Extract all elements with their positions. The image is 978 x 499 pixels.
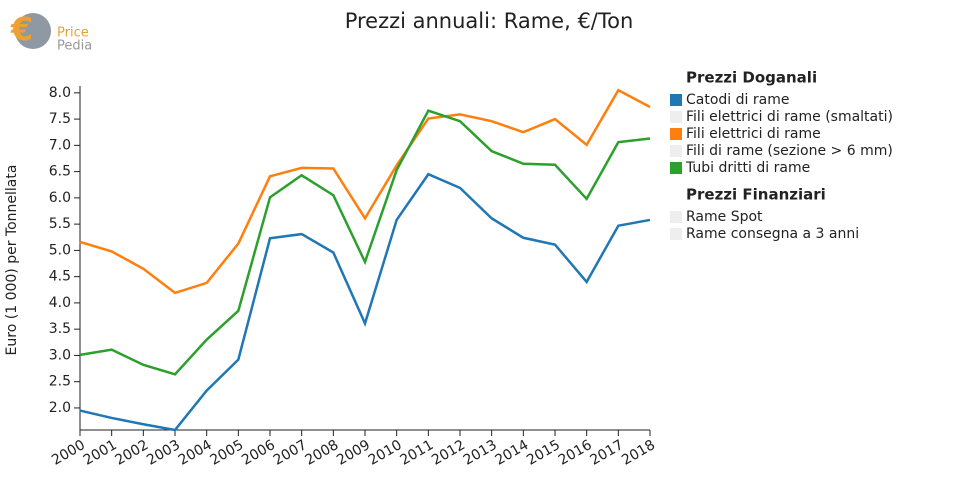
x-tick-label: 2016: [556, 437, 595, 469]
legend-swatch: [670, 162, 682, 174]
x-tick-label: 2015: [524, 437, 563, 469]
legend-label: Rame consegna a 3 anni: [686, 226, 859, 242]
legend-label: Tubi dritti di rame: [685, 160, 810, 176]
x-tick-label: 2001: [81, 437, 120, 469]
legend-label: Fili di rame (sezione > 6 mm): [686, 143, 893, 159]
y-tick-label: 8.0: [49, 85, 71, 101]
x-tick-label: 2009: [334, 437, 373, 469]
series-line: [79, 88, 651, 295]
legend-label: Catodi di rame: [686, 92, 789, 108]
legend-label: Rame Spot: [686, 209, 763, 225]
legend-label: Fili elettrici di rame: [686, 126, 821, 142]
chart-title: Prezzi annuali: Rame, €/Ton: [345, 9, 634, 33]
y-tick-label: 6.0: [49, 190, 71, 206]
y-tick-label: 5.5: [49, 216, 71, 232]
y-tick-label: 6.5: [49, 164, 71, 180]
x-tick-label: 2000: [49, 437, 88, 469]
legend-group-title: Prezzi Finanziari: [686, 186, 826, 204]
legend-swatch: [670, 145, 682, 157]
y-tick-label: 4.5: [49, 269, 71, 285]
x-tick-label: 2005: [207, 437, 246, 469]
series-line: [79, 109, 651, 376]
x-tick-label: 2010: [366, 437, 405, 469]
legend-swatch: [670, 228, 682, 240]
x-tick-label: 2004: [176, 437, 215, 469]
y-tick-label: 2.5: [49, 374, 71, 390]
x-tick-label: 2018: [619, 437, 658, 469]
legend-label: Fili elettrici di rame (smaltati): [686, 109, 893, 125]
y-tick-label: 4.0: [49, 295, 71, 311]
x-tick-label: 2003: [144, 437, 183, 469]
x-tick-label: 2011: [397, 437, 436, 469]
x-tick-label: 2013: [461, 437, 500, 469]
legend-swatch: [670, 94, 682, 106]
logo-text: Price: [57, 26, 89, 41]
y-tick-label: 3.0: [49, 347, 71, 363]
y-tick-label: 3.5: [49, 321, 71, 337]
series-line: [79, 172, 651, 432]
x-tick-label: 2006: [239, 437, 278, 469]
legend-swatch: [670, 111, 682, 123]
logo: € Price Pedia: [10, 10, 92, 54]
x-tick-label: 2017: [587, 437, 626, 469]
legend-swatch: [670, 211, 682, 223]
logo-text: Pedia: [57, 39, 92, 54]
x-tick-label: 2008: [302, 437, 341, 469]
y-tick-label: 5.0: [49, 242, 71, 258]
y-tick-label: 7.5: [49, 111, 71, 127]
x-tick-label: 2007: [271, 437, 310, 469]
legend-swatch: [670, 128, 682, 140]
x-tick-label: 2014: [492, 437, 531, 469]
legend-group-title: Prezzi Doganali: [686, 69, 817, 87]
y-tick-label: 2.0: [49, 400, 71, 416]
y-axis-label: Euro (1 000) per Tonnellata: [4, 165, 20, 356]
logo-globe: [15, 13, 51, 49]
x-tick-label: 2012: [429, 437, 468, 469]
x-tick-label: 2002: [112, 437, 151, 469]
y-tick-label: 7.0: [49, 137, 71, 153]
logo-euro: €: [10, 10, 33, 48]
